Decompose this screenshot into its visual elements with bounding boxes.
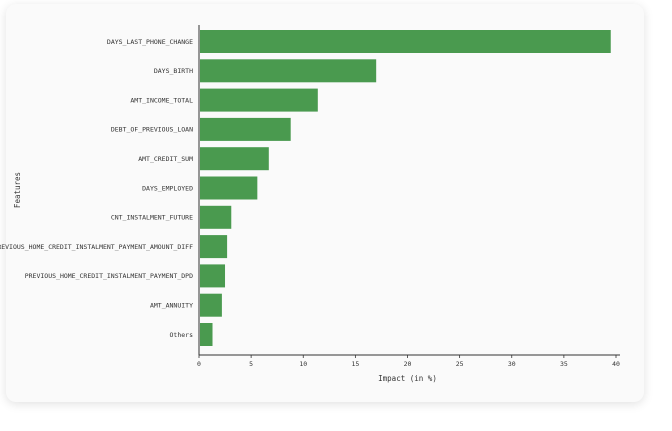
bar-amt-annuity [200,293,222,317]
bar-days-employed [200,176,258,200]
x-tick-label: 20 [404,360,412,368]
category-label: PREVIOUS_HOME_CREDIT_INSTALMENT_PAYMENT_… [0,243,193,251]
category-label: AMT_CREDIT_SUM [138,155,193,163]
category-labels-group: DAYS_LAST_PHONE_CHANGE DAYS_BIRTH AMT_INCO… [0,38,193,339]
category-label: Others [170,331,194,339]
x-axis-title: Impact (in %) [378,374,437,383]
bar-days-last-phone-change [200,30,611,53]
bar-others [200,323,213,346]
x-tick-label: 15 [351,360,359,368]
x-tick-label: 5 [249,360,253,368]
category-label: PREVIOUS_HOME_CREDIT_INSTALMENT_PAYMENT_… [25,272,193,280]
x-tick-label: 30 [508,360,516,368]
x-tick-label: 35 [560,360,568,368]
category-label: AMT_ANNUITY [150,302,193,310]
x-tick-label: 10 [299,360,307,368]
x-ticks-group: 0 5 10 15 20 25 30 35 40 [197,355,620,368]
category-label: DAYS_BIRTH [154,67,193,75]
y-axis-title: Features [13,172,22,208]
bar-previous-home-credit-instalment-payment-amount-diff [200,235,228,259]
category-label: DAYS_EMPLOYED [142,184,193,192]
bar-debt-of-previous-loan [200,117,291,141]
x-tick-label: 40 [612,360,620,368]
category-label: DEBT_OF_PREVIOUS_LOAN [111,126,193,134]
category-label: AMT_INCOME_TOTAL [130,96,193,104]
bar-amt-income-total [200,88,318,112]
x-tick-label: 25 [456,360,464,368]
bars-group [200,30,611,346]
bar-previous-home-credit-instalment-payment-dpd [200,264,226,288]
bar-amt-credit-sum [200,147,269,171]
bar-cnt-instalment-future [200,205,232,229]
category-label: CNT_INSTALMENT_FUTURE [111,214,193,222]
bar-days-birth [200,59,377,83]
x-tick-label: 0 [197,360,201,368]
category-label: DAYS_LAST_PHONE_CHANGE [107,38,193,46]
